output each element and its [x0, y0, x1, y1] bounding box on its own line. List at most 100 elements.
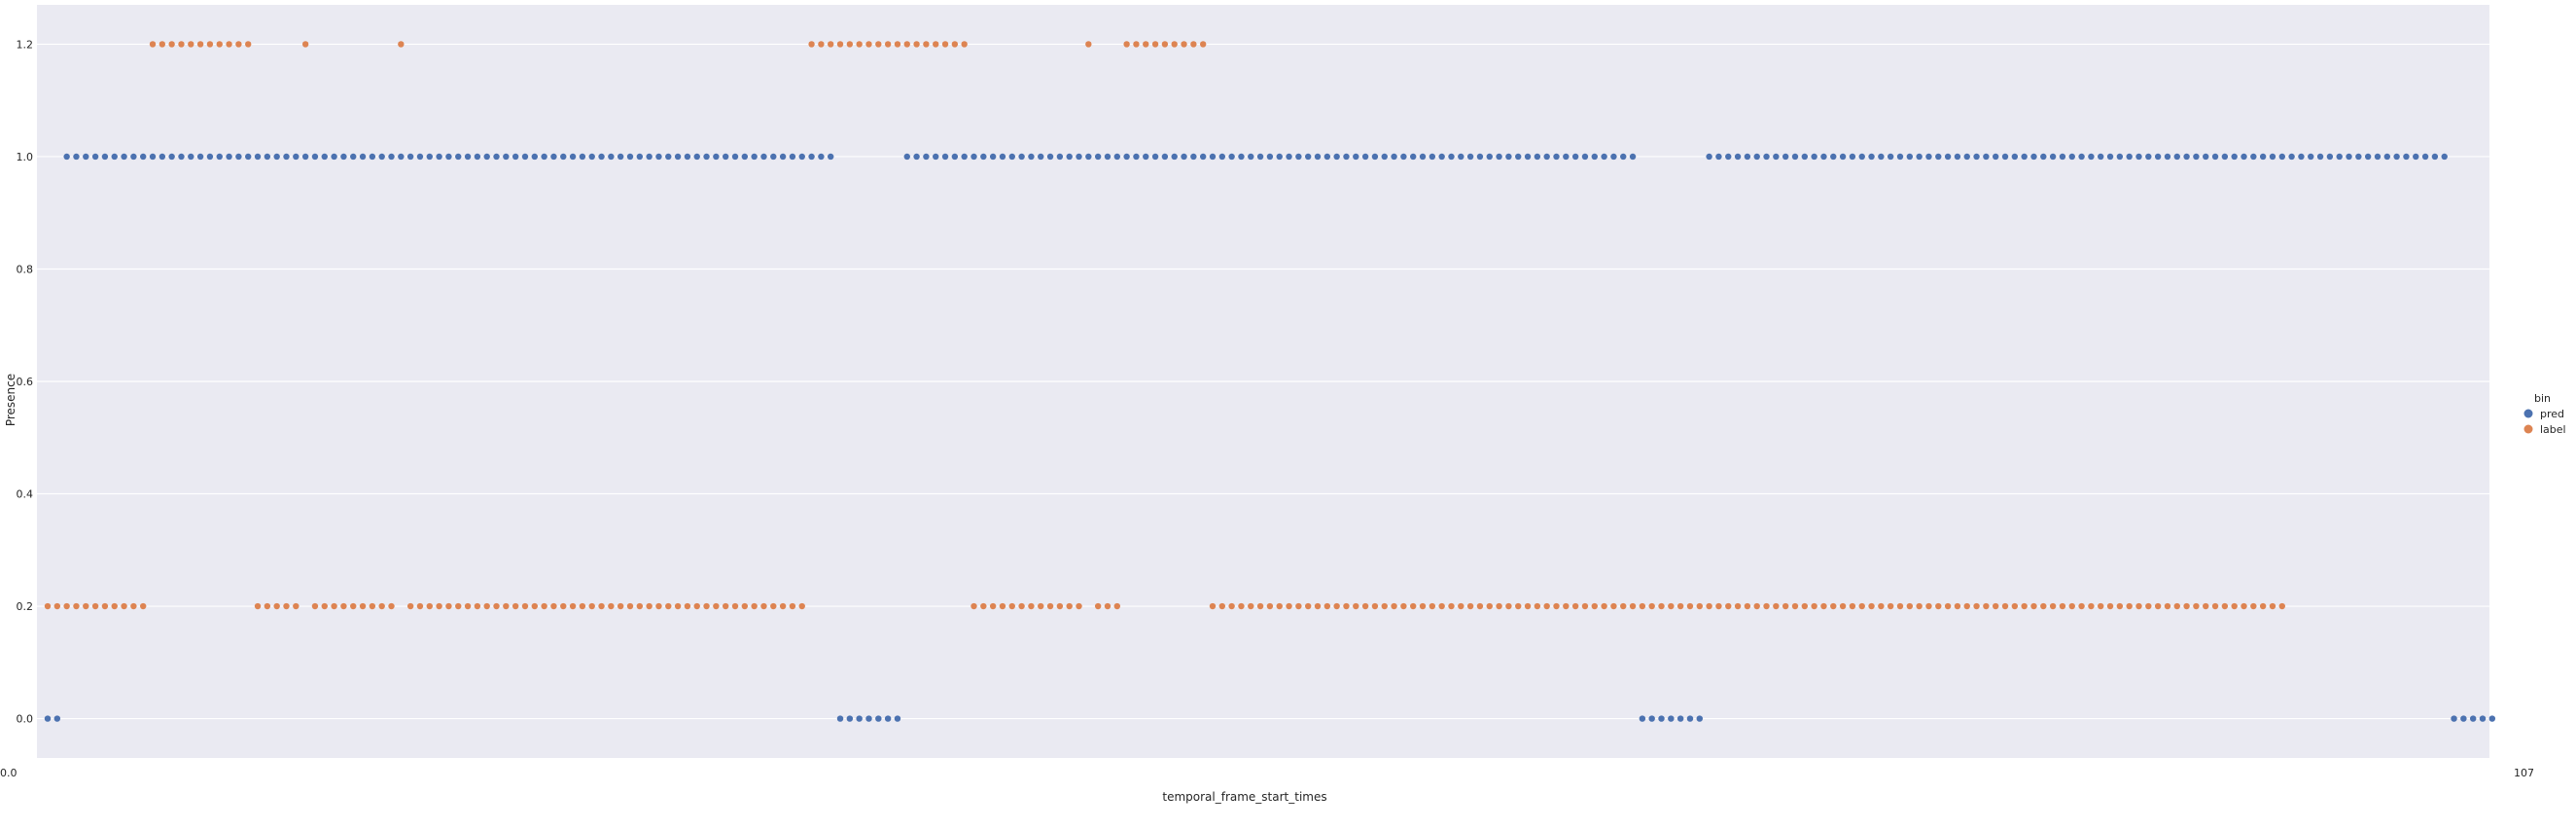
- point-pred: [2288, 153, 2295, 161]
- point-label: [2193, 602, 2200, 610]
- point-pred: [1839, 153, 1847, 161]
- series-label-points: [44, 41, 2285, 610]
- point-label: [1601, 602, 1607, 610]
- point-pred: [1849, 153, 1856, 161]
- point-pred: [1361, 153, 1369, 161]
- point-label: [2116, 602, 2124, 610]
- point-pred: [2021, 153, 2028, 161]
- point-label: [445, 602, 452, 610]
- point-pred: [73, 153, 80, 161]
- point-label: [159, 41, 166, 48]
- point-label: [1256, 602, 1264, 610]
- point-label: [1954, 602, 1961, 610]
- point-pred: [140, 153, 147, 161]
- point-label: [560, 602, 567, 610]
- point-label: [2059, 602, 2066, 610]
- point-label: [1419, 602, 1427, 610]
- point-pred: [550, 153, 557, 161]
- point-pred: [83, 153, 89, 161]
- point-label: [1734, 602, 1742, 610]
- point-label: [1353, 602, 1359, 610]
- point-label: [2088, 602, 2095, 610]
- point-pred: [2145, 153, 2152, 161]
- point-label: [1896, 602, 1904, 610]
- point-pred: [1133, 153, 1140, 161]
- point-label: [91, 602, 99, 610]
- point-label: [216, 41, 223, 48]
- point-pred: [512, 153, 519, 161]
- point-pred: [741, 153, 749, 161]
- point-pred: [1018, 153, 1025, 161]
- point-pred: [2030, 153, 2037, 161]
- point-pred: [1228, 153, 1235, 161]
- point-label: [684, 602, 691, 610]
- point-label: [779, 602, 787, 610]
- point-label: [1113, 602, 1121, 610]
- point-label: [1286, 602, 1292, 610]
- point-label: [1123, 41, 1130, 48]
- point-label: [2001, 602, 2009, 610]
- point-label: [1820, 602, 1827, 610]
- point-pred: [2346, 153, 2352, 161]
- point-pred: [913, 153, 920, 161]
- point-label: [1046, 602, 1054, 610]
- point-pred: [2250, 153, 2257, 161]
- point-label: [369, 602, 376, 610]
- point-label: [913, 41, 920, 48]
- point-pred: [416, 153, 424, 161]
- point-label: [474, 602, 481, 610]
- point-pred: [1782, 153, 1789, 161]
- point-pred: [2413, 153, 2419, 161]
- point-pred: [779, 153, 787, 161]
- point-pred: [283, 153, 290, 161]
- point-label: [301, 41, 309, 48]
- point-label: [703, 602, 710, 610]
- point-label: [350, 602, 357, 610]
- point-label: [1496, 602, 1502, 610]
- point-label: [1228, 602, 1235, 610]
- point-label: [254, 602, 262, 610]
- point-pred: [703, 153, 710, 161]
- point-label: [2164, 602, 2171, 610]
- legend-marker-pred: [2523, 409, 2533, 418]
- point-label: [1696, 602, 1703, 610]
- point-pred: [1744, 153, 1751, 161]
- point-label: [1553, 602, 1560, 610]
- point-pred: [369, 153, 376, 161]
- point-label: [493, 602, 500, 610]
- point-label: [1906, 602, 1914, 610]
- point-label: [1276, 602, 1283, 610]
- point-pred: [1458, 153, 1464, 161]
- point-label: [1381, 602, 1388, 610]
- point-label: [388, 602, 395, 610]
- point-label: [617, 602, 624, 610]
- point-label: [789, 602, 796, 610]
- point-pred: [1878, 153, 1885, 161]
- point-pred: [884, 715, 892, 722]
- point-label: [359, 602, 367, 610]
- point-pred: [1248, 153, 1254, 161]
- point-label: [1476, 602, 1484, 610]
- point-label: [1085, 41, 1092, 48]
- point-label: [836, 41, 844, 48]
- point-pred: [674, 153, 682, 161]
- point-pred: [579, 153, 586, 161]
- legend-title: bin: [2534, 392, 2551, 405]
- point-pred: [1218, 153, 1226, 161]
- point-label: [483, 602, 490, 610]
- point-label: [101, 602, 109, 610]
- point-label: [961, 41, 968, 48]
- point-label: [140, 602, 147, 610]
- point-pred: [273, 153, 280, 161]
- point-pred: [455, 153, 462, 161]
- point-label: [655, 602, 662, 610]
- point-pred: [474, 153, 481, 161]
- point-label: [149, 41, 157, 48]
- point-label: [1429, 602, 1436, 610]
- point-pred: [684, 153, 691, 161]
- point-label: [1448, 602, 1455, 610]
- point-pred: [1639, 715, 1646, 722]
- point-pred: [406, 153, 414, 161]
- point-label: [188, 41, 194, 48]
- point-label: [283, 602, 290, 610]
